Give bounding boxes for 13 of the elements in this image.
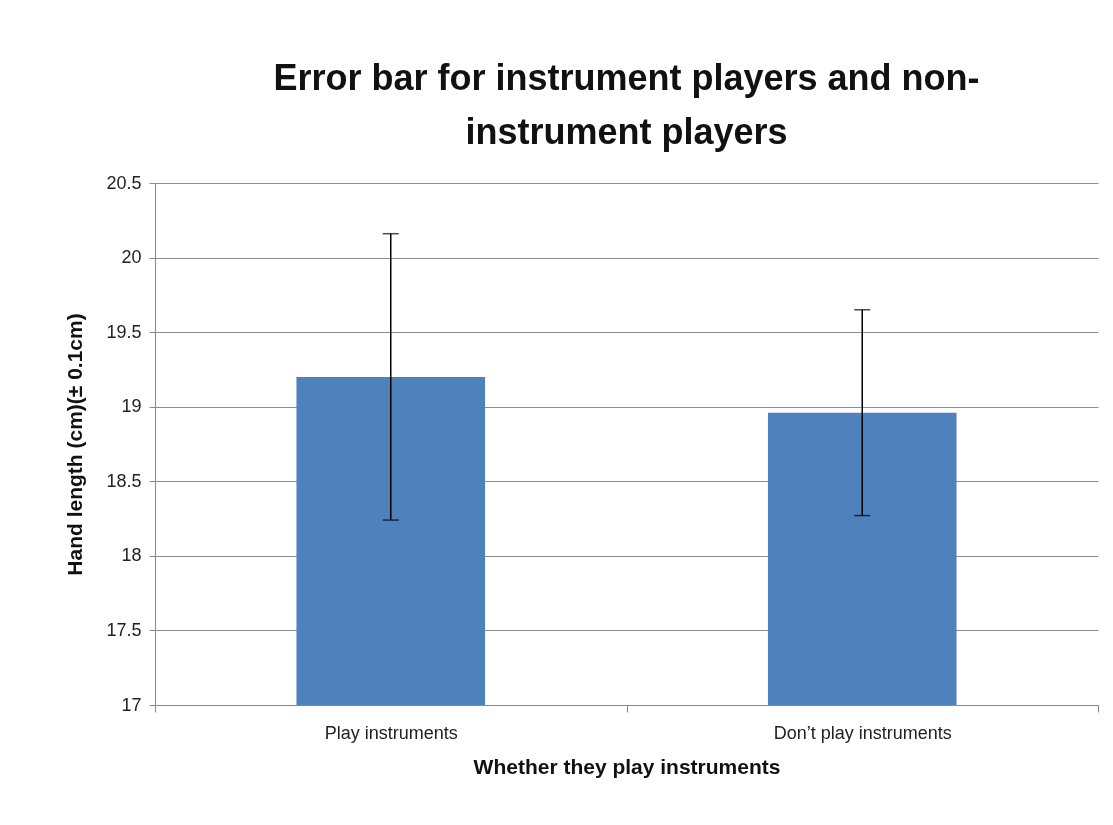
chart-title: Error bar for instrument players and non-instrument players [273, 57, 980, 152]
y-tick-label: 17.5 [106, 619, 142, 640]
x-tick-label: Play instruments [324, 722, 458, 743]
y-tick-label: 19 [121, 396, 142, 417]
y-tick-label: 17 [121, 694, 142, 715]
y-axis-title: Hand length (cm)(± 0.1cm) [63, 313, 87, 576]
x-tick-label: Don’t play instruments [773, 722, 952, 743]
x-axis-title: Whether they play instruments [473, 754, 781, 778]
y-tick-label: 20.5 [106, 172, 142, 193]
y-tick-label: 19.5 [106, 321, 142, 342]
y-tick-label: 20 [121, 247, 142, 268]
y-tick-label: 18.5 [106, 470, 142, 491]
y-tick-label: 18 [121, 545, 142, 566]
